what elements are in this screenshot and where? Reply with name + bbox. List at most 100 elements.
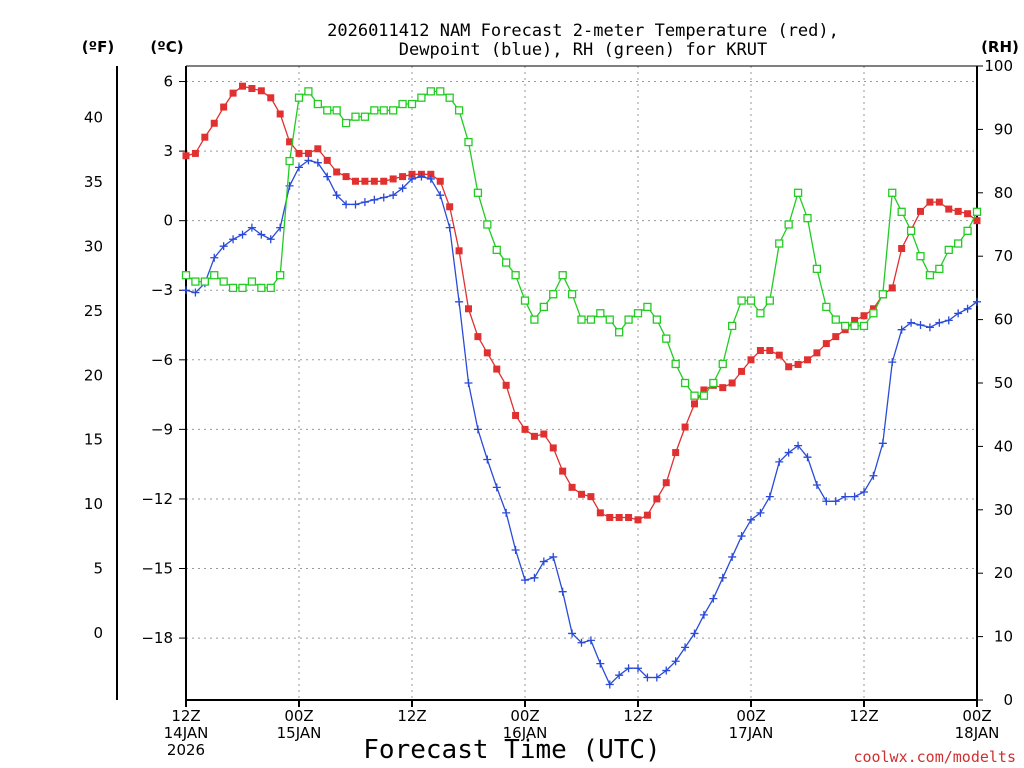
rh-tick-label: 30 <box>994 501 1013 519</box>
data-point <box>935 318 944 327</box>
data-point <box>728 552 737 561</box>
data-point <box>860 312 868 320</box>
data-point <box>360 198 369 207</box>
data-point <box>191 277 200 286</box>
data-point <box>568 483 576 491</box>
data-point <box>454 106 464 115</box>
data-point <box>935 198 943 206</box>
time-tick-label: 00Z <box>736 707 765 725</box>
data-point <box>294 93 304 102</box>
data-point <box>850 321 859 331</box>
data-point <box>408 170 416 178</box>
rh-tick-label: 70 <box>994 247 1013 265</box>
data-point <box>888 284 896 292</box>
data-point <box>370 106 379 115</box>
data-point <box>559 467 567 475</box>
data-point <box>916 321 925 330</box>
data-point <box>276 223 285 232</box>
data-point <box>446 203 454 211</box>
data-point <box>746 296 756 305</box>
rh-tick-label: 100 <box>984 57 1013 75</box>
data-point <box>925 271 935 280</box>
data-point <box>691 400 698 408</box>
data-point <box>539 302 548 312</box>
data-point <box>916 252 925 261</box>
data-point <box>672 449 680 457</box>
data-point <box>200 277 209 286</box>
data-point <box>483 455 492 464</box>
celsius-tick-label: −15 <box>141 560 173 578</box>
data-point <box>426 174 435 183</box>
data-point <box>539 557 548 566</box>
data-point <box>709 378 718 388</box>
data-point <box>822 497 831 506</box>
data-point <box>238 230 247 239</box>
data-point <box>285 156 294 166</box>
data-point <box>502 508 511 517</box>
data-point <box>954 309 963 318</box>
data-point <box>812 481 821 490</box>
rh-tick-label: 50 <box>994 374 1013 392</box>
data-point <box>624 664 633 673</box>
data-point <box>775 457 784 466</box>
data-point <box>219 242 228 251</box>
data-point <box>700 386 708 394</box>
series-line <box>185 90 978 397</box>
data-point <box>869 305 877 313</box>
data-point <box>897 325 906 334</box>
data-point <box>634 664 642 673</box>
data-point <box>907 318 916 327</box>
time-tick-label: 18JAN <box>955 724 1000 742</box>
data-point <box>210 253 219 262</box>
data-point <box>229 89 237 97</box>
chart-title-line1: 2026011412 NAM Forecast 2-meter Temperat… <box>327 21 839 41</box>
data-point <box>512 411 520 419</box>
data-point <box>784 220 793 229</box>
data-point <box>794 360 802 368</box>
series-2-meter-temperature <box>182 82 981 524</box>
fahrenheit-axis-ticks: 40 35 30 25 20 15 10 5 0 <box>84 109 103 642</box>
data-point <box>831 497 840 506</box>
data-point <box>728 379 736 387</box>
data-point <box>483 220 492 229</box>
data-point <box>549 552 558 561</box>
credit-link[interactable]: coolwx.com/modelts <box>853 748 1016 766</box>
data-point <box>832 333 840 341</box>
data-point <box>634 516 642 524</box>
data-point <box>304 156 313 165</box>
data-point <box>906 226 916 235</box>
data-point <box>473 425 482 434</box>
series-line <box>185 159 978 686</box>
data-point <box>540 430 548 438</box>
data-point <box>785 363 793 371</box>
data-point <box>765 492 774 501</box>
data-point <box>973 297 981 306</box>
data-point <box>502 381 510 389</box>
data-point <box>417 93 426 102</box>
fahrenheit-unit-label: (ºF) <box>82 38 114 56</box>
series-rh <box>181 87 982 400</box>
data-point <box>360 112 370 121</box>
data-point <box>671 657 680 666</box>
data-point <box>220 103 228 111</box>
data-point <box>399 173 407 181</box>
data-point <box>869 471 878 480</box>
data-point <box>596 309 605 318</box>
celsius-tick-label: 3 <box>163 142 173 160</box>
data-point <box>445 93 454 102</box>
data-point <box>954 207 962 215</box>
data-point <box>464 137 473 147</box>
data-point <box>831 315 840 324</box>
data-point <box>266 235 275 244</box>
data-point <box>201 133 209 141</box>
data-point <box>926 198 934 206</box>
data-point <box>775 239 784 248</box>
time-tick-label: 00Z <box>962 707 991 725</box>
data-point <box>238 283 247 293</box>
data-point <box>973 217 981 225</box>
data-point <box>577 315 586 324</box>
time-tick-label: 15JAN <box>277 724 322 742</box>
data-point <box>643 302 652 312</box>
data-point <box>191 288 200 297</box>
